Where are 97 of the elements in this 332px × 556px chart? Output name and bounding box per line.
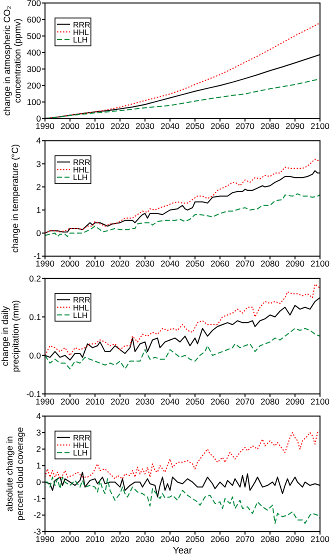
x-tick-label: 2090 bbox=[286, 120, 305, 131]
y-tick-label: 300 bbox=[26, 64, 42, 74]
y-tick-label: -1 bbox=[33, 494, 42, 504]
x-tick-label: 2080 bbox=[260, 396, 280, 406]
y-tick-label: 700 bbox=[26, 0, 42, 8]
x-tick-label: 2060 bbox=[210, 120, 230, 131]
x-tick-label: 2060 bbox=[210, 258, 230, 269]
y-tick-label: 200 bbox=[26, 80, 42, 90]
y-tick-label: 1 bbox=[36, 205, 42, 215]
y-tick-label: 3 bbox=[36, 428, 42, 438]
legend-label: LLH bbox=[73, 35, 88, 44]
x-tick-label: 2100 bbox=[310, 534, 330, 544]
x-tick-label: 2030 bbox=[136, 120, 155, 131]
legend-label: LLH bbox=[73, 172, 88, 182]
x-tick-label: 2030 bbox=[136, 396, 155, 406]
y-tick-label: -3 bbox=[33, 526, 42, 537]
line-series bbox=[44, 430, 320, 480]
x-tick-label: 1990 bbox=[36, 120, 55, 131]
y-tick-label: 4 bbox=[36, 136, 42, 146]
x-tick-label: 1990 bbox=[36, 534, 55, 544]
y-tick-label: 600 bbox=[26, 14, 42, 24]
y-tick-label: 2 bbox=[36, 444, 42, 454]
y-tick-label: 1 bbox=[36, 460, 42, 471]
line-series bbox=[44, 193, 320, 238]
legend-label: RRR bbox=[73, 20, 91, 29]
x-tick-label: 2050 bbox=[186, 534, 205, 544]
legend-label: HHL bbox=[73, 440, 90, 450]
legend-label: HHL bbox=[73, 302, 90, 312]
y-tick-label: 100 bbox=[26, 97, 42, 107]
y-tick-label: 0 bbox=[36, 228, 42, 238]
x-tick-label: 2030 bbox=[136, 258, 155, 269]
x-tick-label: 2000 bbox=[60, 396, 80, 406]
y-tick-label: 0.2 bbox=[29, 273, 42, 284]
x-tick-label: 2020 bbox=[110, 396, 130, 406]
x-tick-label: 2090 bbox=[286, 396, 305, 406]
x-tick-label: 2000 bbox=[60, 258, 80, 269]
y-axis-title: change in temperature (°C) bbox=[10, 144, 20, 253]
x-tick-label: 2010 bbox=[86, 534, 105, 544]
y-tick-label: 0.0 bbox=[29, 350, 42, 360]
legend-label: RRR bbox=[73, 295, 91, 304]
x-tick-label: 2080 bbox=[260, 534, 280, 544]
x-tick-label: 2010 bbox=[86, 120, 105, 131]
x-tick-label: 2040 bbox=[160, 120, 180, 131]
x-tick-label: 2090 bbox=[286, 258, 305, 269]
y-tick-label: 0.1 bbox=[29, 312, 42, 322]
y-tick-label: -1 bbox=[33, 251, 42, 262]
x-tick-label: 2010 bbox=[86, 396, 105, 406]
line-series bbox=[44, 284, 320, 356]
legend-label: RRR bbox=[73, 158, 91, 166]
x-axis-title: Year bbox=[172, 545, 192, 556]
x-tick-label: 2030 bbox=[136, 534, 155, 544]
x-tick-label: 2000 bbox=[60, 120, 80, 131]
x-tick-label: 2050 bbox=[186, 120, 205, 131]
y-tick-label: 500 bbox=[26, 31, 42, 41]
x-tick-label: 2040 bbox=[160, 258, 180, 269]
y-tick-label: 0 bbox=[36, 114, 42, 124]
line-series bbox=[44, 158, 320, 234]
x-tick-label: 2080 bbox=[260, 120, 280, 131]
x-tick-label: 2100 bbox=[310, 396, 330, 406]
x-tick-label: 2070 bbox=[236, 120, 255, 131]
y-tick-label: -2 bbox=[33, 510, 42, 520]
x-tick-label: 2020 bbox=[110, 120, 130, 131]
x-tick-label: 1990 bbox=[36, 258, 55, 269]
x-tick-label: 2060 bbox=[210, 534, 230, 544]
x-tick-label: 2070 bbox=[236, 258, 255, 269]
y-tick-label: 4 bbox=[36, 411, 42, 422]
x-tick-label: 2070 bbox=[236, 534, 255, 544]
x-tick-label: 2080 bbox=[260, 258, 280, 269]
x-tick-label: 2050 bbox=[186, 258, 205, 269]
legend-label: HHL bbox=[73, 165, 90, 174]
x-tick-label: 2070 bbox=[236, 396, 255, 406]
legend-label: RRR bbox=[73, 432, 91, 442]
line-series bbox=[44, 328, 320, 370]
y-tick-label: 2 bbox=[36, 182, 42, 192]
line-series bbox=[44, 476, 320, 524]
y-tick-label: -0.1 bbox=[26, 388, 42, 399]
x-tick-label: 2020 bbox=[110, 534, 130, 544]
x-tick-label: 1990 bbox=[36, 396, 55, 406]
y-tick-label: 0 bbox=[36, 477, 42, 488]
y-axis-title: change in atmospheric CO₂ concentration (ppmv) bbox=[2, 5, 23, 116]
x-tick-label: 2090 bbox=[286, 534, 305, 544]
x-tick-label: 2040 bbox=[160, 534, 180, 544]
y-tick-label: 400 bbox=[26, 48, 42, 58]
legend-label: LLH bbox=[73, 310, 88, 320]
x-tick-label: 2060 bbox=[210, 396, 230, 406]
x-tick-label: 2050 bbox=[186, 396, 205, 406]
y-tick-label: 3 bbox=[36, 158, 42, 169]
x-tick-label: 2100 bbox=[310, 120, 330, 131]
legend-label: LLH bbox=[73, 448, 88, 458]
x-tick-label: 2100 bbox=[310, 258, 330, 269]
x-tick-label: 2000 bbox=[60, 534, 80, 544]
legend-label: HHL bbox=[73, 27, 90, 36]
x-tick-label: 2010 bbox=[86, 258, 105, 269]
y-axis-title: absolute change in percent cloud coverage bbox=[4, 427, 26, 521]
x-tick-label: 2040 bbox=[160, 396, 180, 406]
y-axis-title: change in daily precipitation (mm) bbox=[0, 300, 20, 372]
x-tick-label: 2020 bbox=[110, 258, 130, 269]
